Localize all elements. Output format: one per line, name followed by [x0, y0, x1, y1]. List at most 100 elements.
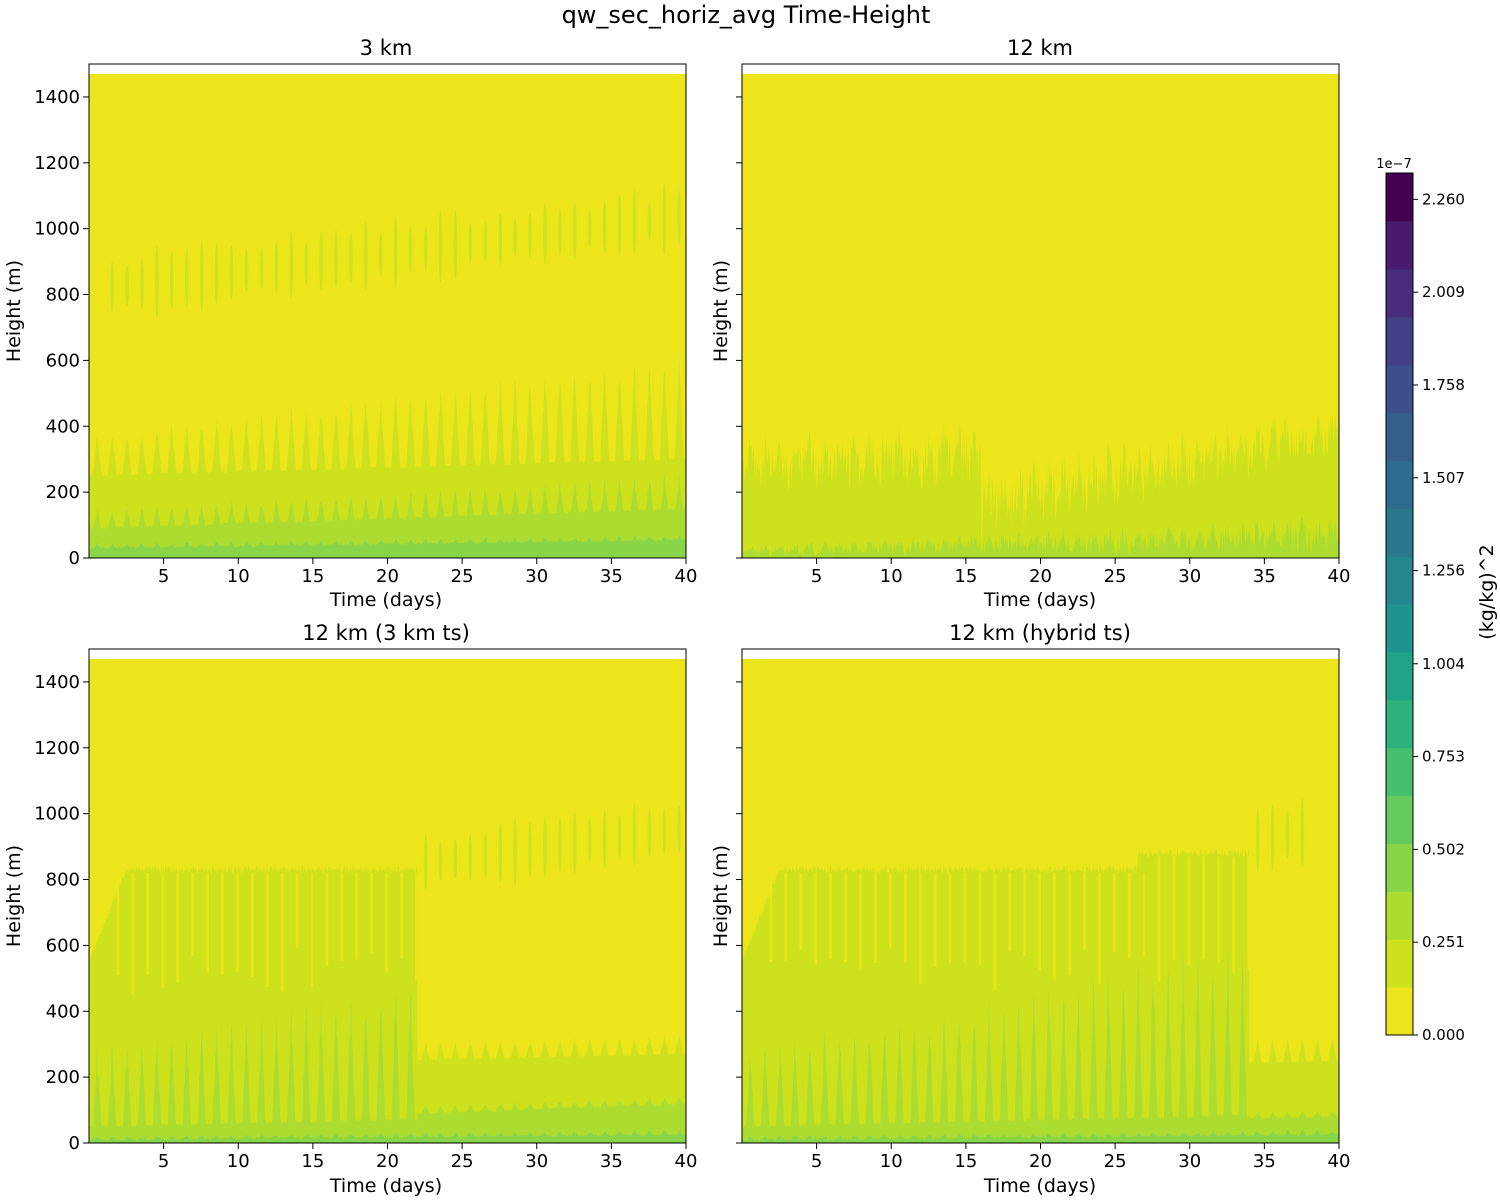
- colorbar: 0.000 0.251 0.502 0.753 1.004 1.256 1.507 1.758…: [1376, 157, 1498, 1044]
- contour-cloud-blob: [498, 822, 503, 884]
- x-tick-label: 30: [525, 566, 548, 587]
- contour-cloud-blob: [468, 222, 473, 264]
- colorbar-swatches: [1385, 172, 1414, 1036]
- contour-cloud-blob: [617, 815, 622, 859]
- colorbar-tick-label: 0.753: [1422, 748, 1465, 766]
- colorbar-tick-label: 2.009: [1422, 283, 1465, 301]
- x-tick-label: 10: [227, 1151, 250, 1172]
- x-tick-label: 40: [675, 566, 698, 587]
- colorbar-tick-label: 1.507: [1422, 469, 1465, 487]
- contour-dry-stripe: [325, 872, 329, 966]
- colorbar-swatch: [1386, 173, 1413, 222]
- colorbar-tick-label: 1.004: [1422, 655, 1465, 673]
- contour-cloud-blob: [483, 221, 488, 261]
- contour-cloud-blob: [1255, 809, 1260, 871]
- y-axis-ticks: [736, 681, 742, 1144]
- contour-level-2-fill: [417, 1096, 686, 1143]
- colorbar-tick-label: 1.256: [1422, 562, 1465, 580]
- contour-plot-area: [741, 648, 1340, 1144]
- contour-cloud-blob: [289, 231, 294, 299]
- x-axis-ticks: 5 10 15 20 25 30 35 40: [811, 1143, 1350, 1172]
- contour-dry-stripe: [191, 872, 194, 956]
- x-tick-label: 35: [600, 566, 623, 587]
- colorbar-swatch: [1386, 316, 1413, 366]
- panel-title: 3 km: [360, 36, 413, 60]
- contour-cloud-blob: [1285, 811, 1290, 859]
- contour-cloud-blob: [602, 200, 607, 253]
- contour-cloud-blob: [408, 227, 413, 273]
- x-tick-label: 25: [451, 1151, 474, 1172]
- contour-cloud-blob: [364, 221, 368, 291]
- contour-dry-stripe: [1038, 872, 1041, 971]
- colorbar-swatch: [1386, 508, 1413, 557]
- contour-level-2-fill: [89, 474, 686, 558]
- contour-dry-stripe: [1157, 856, 1161, 982]
- contour-cloud-blob: [438, 841, 443, 881]
- contour-dry-stripe: [131, 872, 135, 995]
- contour-dry-stripe: [1083, 872, 1086, 950]
- contour-dry-stripe: [355, 872, 359, 960]
- contour-dry-stripe: [1053, 872, 1056, 980]
- contour-dry-stripe: [903, 872, 907, 964]
- contour-dry-stripe: [340, 872, 344, 962]
- contour-dry-stripe: [221, 872, 224, 975]
- x-tick-label: 10: [880, 1151, 903, 1172]
- contour-cloud-blob: [393, 216, 398, 289]
- x-tick-label: 25: [1104, 1151, 1127, 1172]
- contour-cloud-blob: [379, 232, 383, 276]
- y-axis-label: Height (m): [3, 845, 25, 947]
- x-tick-label: 5: [811, 1151, 822, 1172]
- contour-level-3-fill: [742, 1129, 1339, 1143]
- y-tick-label: 600: [46, 350, 80, 371]
- y-axis-label: Height (m): [710, 845, 732, 947]
- x-tick-label: 5: [811, 566, 822, 587]
- contour-cloud-blob: [677, 190, 682, 244]
- panel-title: 12 km (hybrid ts): [949, 621, 1131, 645]
- contour-cloud-blob: [304, 241, 309, 286]
- x-axis-ticks: 5 10 15 20 25 30 35 40: [158, 1143, 698, 1172]
- contour-cloud-blob: [334, 230, 338, 289]
- contour-cloud-blob: [468, 833, 473, 881]
- contour-cloud-blob: [453, 210, 458, 280]
- panel-12km: 12 km 5 10 15 20 25 30 35 40 Time (days) Height…: [710, 36, 1350, 611]
- contour-cloud-blob: [602, 809, 607, 869]
- contour-dry-stripe: [993, 872, 997, 991]
- x-tick-label: 40: [675, 1151, 698, 1172]
- panel-title: 12 km: [1007, 36, 1073, 60]
- x-tick-label: 5: [158, 566, 169, 587]
- contour-cloud-blob: [185, 248, 189, 307]
- colorbar-swatch: [1386, 987, 1413, 1036]
- contour-dry-stripe: [948, 872, 952, 963]
- contour-cloud-blob: [573, 811, 577, 875]
- contour-dry-stripe: [1008, 872, 1012, 951]
- contour-cloud-blob: [319, 231, 323, 292]
- contour-dry-stripe: [799, 872, 803, 950]
- colorbar-swatch: [1386, 220, 1413, 270]
- contour-dry-stripe: [889, 872, 892, 949]
- contour-dry-stripe: [933, 872, 937, 968]
- x-tick-label: 40: [1328, 566, 1351, 587]
- x-tick-label: 5: [158, 1151, 169, 1172]
- contour-cloud-blob: [647, 808, 652, 858]
- colorbar-swatch: [1386, 747, 1413, 797]
- y-tick-label: 800: [46, 870, 80, 891]
- contour-cloud-blob: [438, 210, 443, 283]
- x-tick-label: 25: [1104, 566, 1127, 587]
- panel-12km-hybrid-ts: 12 km (hybrid ts) 5 10 15 20 25 30 35 40 Time (…: [710, 621, 1350, 1197]
- colorbar-swatch: [1386, 604, 1413, 653]
- colorbar-swatch: [1386, 651, 1413, 701]
- colorbar-tick-label: 0.502: [1422, 840, 1465, 858]
- x-axis-label: Time (days): [329, 589, 442, 611]
- contour-cloud-blob: [259, 248, 264, 290]
- colorbar-swatch: [1386, 412, 1413, 461]
- contour-cloud-blob: [647, 202, 652, 240]
- contour-dry-stripe: [978, 872, 982, 965]
- contour-dry-stripe: [963, 872, 967, 963]
- contour-dry-stripe: [918, 872, 922, 985]
- contour-cloud-blob: [214, 243, 219, 305]
- x-axis-label: Time (days): [329, 1175, 442, 1197]
- contour-cloud-blob: [543, 203, 547, 265]
- contour-cloud-blob: [170, 250, 174, 309]
- contour-level-3-fill: [89, 1130, 686, 1143]
- contour-plot-area: [88, 648, 687, 1144]
